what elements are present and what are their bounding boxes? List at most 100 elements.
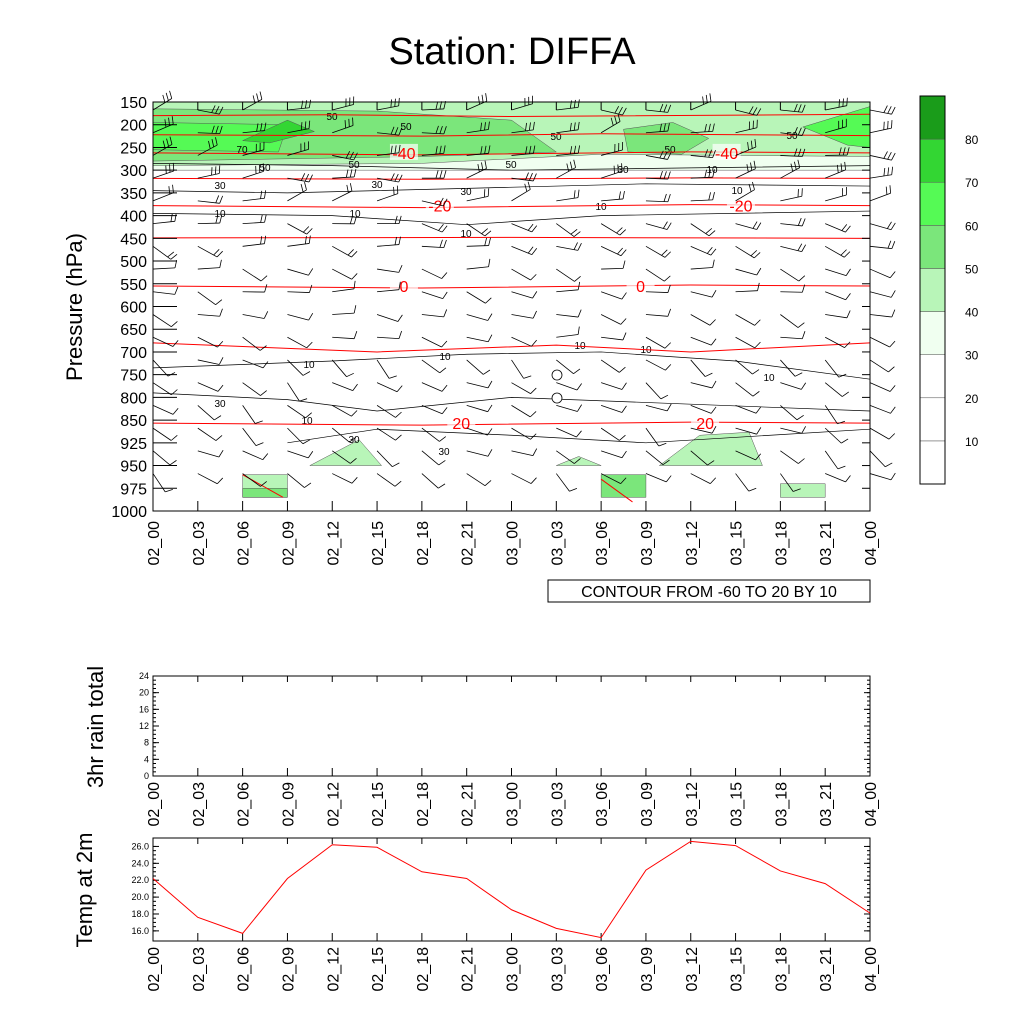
wind-barb-feather — [711, 425, 717, 434]
wind-barb-feather — [574, 275, 581, 282]
wind-barb-feather — [260, 481, 267, 487]
wind-barb-feather — [663, 104, 668, 113]
wind-barb-feather — [797, 127, 802, 136]
y-tick-label: 24.0 — [131, 858, 149, 868]
wind-barb-feather — [255, 420, 263, 424]
x-tick-label: 04_00 — [863, 947, 880, 992]
wind-barb-shaft — [735, 223, 757, 230]
wind-barb-feather — [349, 183, 353, 192]
wind-barb-feather — [308, 268, 314, 276]
wind-barb-feather — [577, 189, 580, 198]
wind-barb-shaft — [780, 427, 802, 434]
wind-barb-shaft — [152, 336, 174, 347]
wind-barb-feather — [394, 127, 399, 135]
temperature-contour-line — [152, 421, 871, 426]
wind-barb-feather — [394, 173, 399, 182]
wind-barb-feather — [256, 123, 259, 132]
wind-barb-shaft — [287, 427, 304, 445]
rain-plot: 0 4 8 12 16 20 24 02_00 02_03 02_06 02_09 02_12 02_1… — [139, 671, 880, 827]
wind-barb-shaft — [869, 450, 886, 468]
wind-barb-shaft — [780, 268, 800, 282]
wind-barb-shaft — [600, 223, 621, 236]
x-tick-label: 03_09 — [639, 947, 656, 992]
wind-barb-shaft — [690, 223, 710, 237]
chart-title: Station: DIFFA — [388, 31, 636, 73]
wind-barb-feather — [439, 170, 443, 179]
wind-barb-feather — [481, 228, 488, 235]
wind-barb-feather — [610, 117, 614, 126]
wind-barb-feather — [351, 273, 358, 280]
wind-barb-feather — [393, 186, 395, 195]
wind-barb-feather — [620, 318, 627, 325]
wind-barb-feather — [664, 342, 671, 349]
wind-barb-feather — [439, 125, 443, 134]
wind-speed-label: 30 — [348, 435, 360, 446]
wind-barb-feather — [577, 281, 581, 290]
wind-barb-feather — [395, 411, 402, 418]
wind-barb-feather — [891, 166, 894, 175]
wind-barb-feather — [351, 251, 358, 258]
wind-contour-line — [152, 392, 871, 412]
wind-barb-shaft — [600, 291, 623, 300]
colorbar-label: 60 — [965, 219, 979, 233]
wind-barb-feather — [704, 372, 713, 377]
wind-barb-feather — [750, 140, 753, 149]
wind-barb-shaft — [780, 359, 796, 377]
wind-barb-shaft — [825, 268, 847, 276]
y-tick-label: 400 — [120, 209, 147, 226]
wind-barb-feather — [435, 101, 439, 110]
wind-barb-shaft — [824, 382, 843, 397]
wind-barb-feather — [621, 405, 627, 413]
wind-barb-shaft — [242, 473, 261, 487]
wind-barb-shaft — [287, 450, 309, 459]
x-tick-label: 02_15 — [370, 947, 387, 992]
wind-barb-feather — [484, 480, 492, 487]
wind-barb-feather — [264, 214, 267, 223]
wind-barb-feather — [347, 249, 354, 256]
wind-barb-feather — [619, 434, 626, 441]
calm-wind-marker — [551, 392, 563, 404]
wind-barb-feather — [262, 453, 269, 460]
wind-barb-shaft — [332, 336, 355, 340]
wind-barb-feather — [208, 140, 211, 149]
colorbar-label: 20 — [965, 392, 979, 406]
wind-barb-shaft — [869, 405, 891, 414]
x-tick-label: 03_21 — [818, 947, 835, 992]
wind-barb-feather — [891, 152, 896, 161]
wind-barb-feather — [752, 369, 760, 375]
wind-barb-feather — [483, 189, 486, 198]
wind-barb-feather — [797, 322, 805, 328]
wind-barb-feather — [712, 123, 715, 132]
y-tick-label: 12 — [139, 721, 149, 731]
wind-barb-shaft — [421, 268, 442, 279]
wind-barb-shaft — [601, 336, 624, 341]
wind-barb-shaft — [242, 268, 262, 282]
wind-speed-label: 10 — [640, 345, 652, 356]
wind-barb-shaft — [600, 473, 621, 484]
wind-barb-shaft — [735, 382, 754, 397]
wind-barb-feather — [667, 123, 670, 132]
x-tick-label: 03_03 — [549, 782, 566, 827]
x-tick-label: 02_21 — [460, 782, 477, 827]
wind-barb-feather — [574, 458, 581, 464]
wind-barb-feather — [616, 227, 623, 234]
wind-barb-feather — [845, 475, 851, 483]
wind-barb-feather — [171, 321, 178, 327]
wind-barb-feather — [754, 341, 761, 349]
wind-barb-shaft — [869, 314, 892, 318]
wind-barb-shaft — [735, 290, 758, 293]
wind-barb-feather — [306, 341, 313, 349]
wind-barb-shaft — [824, 405, 838, 424]
wind-barb-feather — [304, 173, 310, 182]
wind-barb-feather — [708, 169, 711, 178]
wind-barb-feather — [793, 127, 798, 135]
wind-barb-feather — [706, 247, 713, 254]
wind-speed-label: 10 — [303, 360, 315, 371]
wind-speed-contours: 50 50 50 50 70 50 50 50 50 30 30 30 30 10 10 10 10 10 10 10… — [152, 112, 871, 458]
x-tick-label: 03_00 — [505, 947, 522, 992]
wind-barb-shaft — [332, 382, 353, 391]
wind-barb-shaft — [735, 359, 753, 375]
wind-barb-feather — [302, 371, 311, 376]
wind-barb-feather — [353, 152, 358, 161]
wind-barb-shaft — [645, 336, 666, 349]
